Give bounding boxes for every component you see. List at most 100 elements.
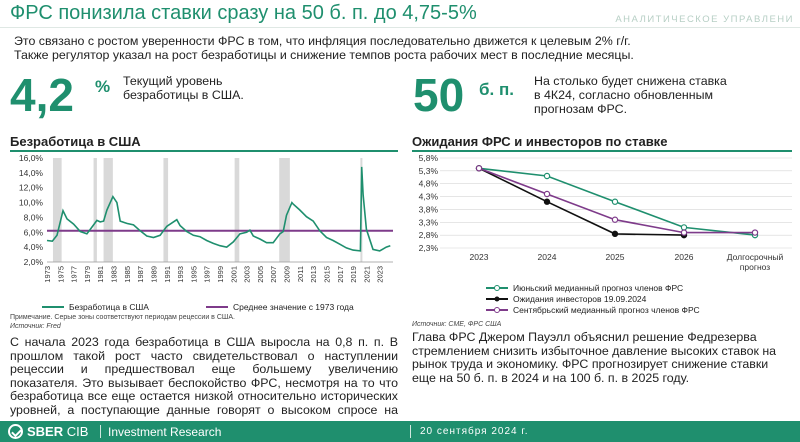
x-tick-label: 1985 bbox=[123, 266, 132, 283]
x-tick-label: 1993 bbox=[176, 266, 185, 283]
rate-cut-unit: б. п. bbox=[479, 80, 514, 99]
x-tick-label: 2013 bbox=[309, 266, 318, 283]
series-point-september bbox=[611, 216, 619, 223]
legend-unemployment-label: Безработица в США bbox=[69, 302, 149, 312]
y-tick-label: 3,3% bbox=[419, 217, 439, 227]
rate-chart-title: Ожидания ФРС и инвесторов по ставке bbox=[412, 134, 668, 149]
legend-investors-swatch bbox=[486, 296, 508, 302]
x-tick-label: 2001 bbox=[229, 266, 238, 283]
footer-bar: SBER CIB Investment Research 20 сентября… bbox=[0, 421, 800, 442]
footer-research-label: Investment Research bbox=[108, 425, 222, 439]
x-tick-label: 2005 bbox=[256, 266, 265, 283]
recession-band-4 bbox=[234, 158, 240, 262]
x-tick-label: 1975 bbox=[56, 266, 65, 283]
legend-september-label: Сентябрьский медианный прогноз членов ФР… bbox=[513, 305, 700, 315]
y-tick-label: 4,0% bbox=[24, 242, 44, 252]
footer-date: 20 сентября 2024 г. bbox=[420, 426, 529, 437]
recession-band-5 bbox=[279, 158, 290, 262]
y-tick-label: 3,8% bbox=[419, 204, 439, 214]
x-tick-label: 2007 bbox=[269, 266, 278, 283]
y-tick-label: 16,0% bbox=[19, 153, 44, 163]
unemployment-chart-rule bbox=[10, 150, 398, 152]
page-title: ФРС понизила ставки сразу на 50 б. п. до… bbox=[10, 2, 477, 24]
left-analysis-paragraph: С начала 2023 года безработица в США выр… bbox=[10, 335, 398, 430]
legend-june-swatch bbox=[486, 285, 508, 291]
x-tick-label: 2021 bbox=[362, 266, 371, 283]
footer-separator bbox=[100, 425, 101, 438]
series-point-september bbox=[543, 190, 551, 198]
recession-band-1 bbox=[93, 158, 97, 262]
legend-june: Июньский медианный прогноз членов ФРС bbox=[486, 283, 683, 293]
series-point-investors bbox=[543, 198, 551, 205]
rate-chart-rule bbox=[412, 150, 792, 152]
recession-note: Примечание. Серые зоны соответствуют пер… bbox=[10, 314, 235, 321]
series-point-september bbox=[680, 229, 688, 236]
series-point-june bbox=[543, 172, 551, 180]
legend-average-label: Среднее значение с 1973 года bbox=[233, 302, 354, 312]
unemployment-unit: % bbox=[95, 77, 111, 96]
series-point-investors bbox=[611, 230, 619, 238]
x-tick-label: 2024 bbox=[538, 252, 557, 262]
intro-text: Это связано с ростом уверенности ФРС в т… bbox=[14, 34, 794, 62]
y-tick-label: 10,0% bbox=[19, 198, 44, 208]
series-point-september bbox=[475, 165, 483, 172]
series-point-june bbox=[611, 198, 619, 205]
y-tick-label: 4,8% bbox=[419, 179, 439, 189]
y-tick-label: 14,0% bbox=[19, 168, 44, 178]
unemployment-value: 4,2 bbox=[10, 69, 74, 121]
y-tick-label: 4,3% bbox=[419, 192, 439, 202]
legend-june-label: Июньский медианный прогноз членов ФРС bbox=[513, 283, 684, 293]
brand-name: SBER bbox=[27, 424, 64, 439]
x-tick-label: 1977 bbox=[70, 266, 79, 283]
y-tick-label: 12,0% bbox=[19, 183, 44, 193]
x-tick-label: 1973 bbox=[43, 266, 52, 283]
x-tick-label: 1983 bbox=[110, 266, 119, 283]
y-tick-label: 6,0% bbox=[24, 227, 44, 237]
rate-cut-value: 50 bbox=[413, 69, 465, 121]
x-tick-label: 2026 bbox=[675, 252, 694, 262]
x-tick-label: 2015 bbox=[322, 266, 331, 283]
x-tick-label: 1995 bbox=[189, 266, 198, 283]
y-tick-label: 5,3% bbox=[419, 166, 439, 176]
legend-investors: Ожидания инвесторов 19.09.2024 bbox=[486, 294, 646, 304]
unemployment-chart-title: Безработица в США bbox=[10, 134, 141, 149]
title-divider bbox=[0, 27, 800, 28]
series-point-september bbox=[751, 229, 759, 236]
y-tick-label: 2,8% bbox=[419, 230, 439, 240]
x-tick-label: 2003 bbox=[243, 266, 252, 283]
unemployment-chart: 2,0% 4,0% 6,0% 8,0% 10,0% 12,0% 14,0% 16,0% 1973… bbox=[19, 153, 393, 283]
x-tick-label: 1987 bbox=[136, 266, 145, 283]
sber-logo-icon bbox=[8, 424, 23, 439]
legend-average: Среднее значение с 1973 года bbox=[206, 302, 354, 312]
x-tick-label: 2023 bbox=[376, 266, 385, 283]
y-tick-label: 5,8% bbox=[419, 153, 439, 163]
right-analysis-paragraph: Глава ФРС Джером Пауэлл объяснил решение… bbox=[412, 330, 777, 385]
legend-september-swatch bbox=[486, 307, 508, 313]
x-tick-label: прогноз bbox=[740, 262, 770, 272]
department-label: АНАЛИТИЧЕСКОЕ УПРАВЛЕНИ bbox=[615, 14, 794, 25]
legend-september: Сентябрьский медианный прогноз членов ФР… bbox=[486, 305, 700, 315]
rate-cut-caption: На столько будет снижена ставка в 4К24, … bbox=[534, 74, 727, 116]
recession-band-0 bbox=[52, 158, 62, 262]
y-tick-label: 2,3% bbox=[419, 243, 439, 253]
right-chart-source: Источник: CME, ФРС США bbox=[412, 321, 502, 328]
footer-separator-2 bbox=[410, 425, 411, 438]
x-tick-label: 2009 bbox=[283, 266, 292, 283]
x-tick-label: 2023 bbox=[470, 252, 489, 262]
x-tick-label: 1991 bbox=[163, 266, 172, 283]
y-tick-label: 2,0% bbox=[24, 257, 44, 267]
series-line-investors bbox=[478, 167, 685, 236]
brand-sub: CIB bbox=[66, 424, 89, 439]
intro-line-1: Это связано с ростом уверенности ФРС в т… bbox=[14, 34, 631, 48]
rate-expectations-chart: 2,3% 2,8% 3,3% 3,8% 4,3% 4,8% 5,3% 5,8% 2023 2024… bbox=[419, 153, 792, 272]
x-tick-label: 1979 bbox=[83, 266, 92, 283]
recession-band-3 bbox=[163, 158, 169, 262]
series-point-june bbox=[680, 224, 688, 231]
legend-average-swatch bbox=[206, 306, 228, 308]
legend-unemployment-swatch bbox=[42, 306, 64, 308]
recession-band-2 bbox=[103, 158, 113, 262]
left-chart-source: Источник: Fred bbox=[10, 323, 61, 330]
y-tick-label: 8,0% bbox=[24, 212, 44, 222]
footer-brand: SBER CIB bbox=[27, 424, 88, 439]
unemployment-line bbox=[46, 166, 391, 252]
